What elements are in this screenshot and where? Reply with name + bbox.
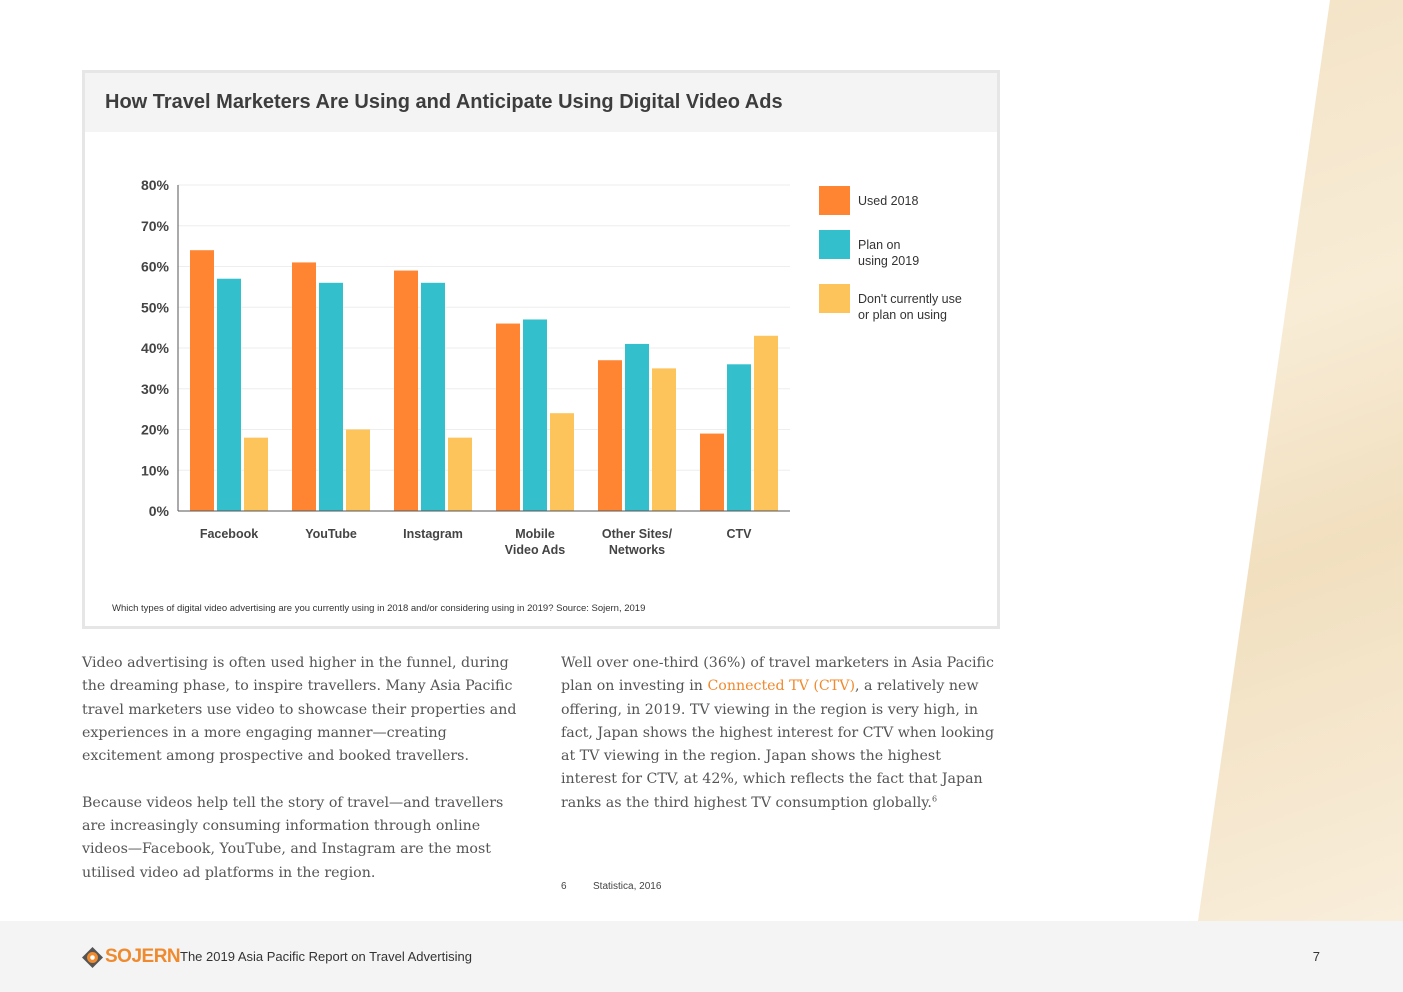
sojern-logo: SOJERN bbox=[82, 946, 181, 968]
bar bbox=[754, 335, 778, 511]
body-text: Well over one-third (36%) of travel mark… bbox=[561, 655, 994, 695]
legend-label: Don't currently use or plan on using bbox=[858, 292, 962, 322]
bar bbox=[523, 319, 547, 511]
y-tick-label: 0% bbox=[149, 503, 170, 519]
x-tick-label: Instagram bbox=[403, 527, 463, 541]
body-column-right: Well over one-third (36%) of travel mark… bbox=[561, 652, 1001, 815]
bar-chart: 0% 10% 20% 30% 40% 50% 60% 70% 80% Facebook YouTub… bbox=[141, 177, 790, 557]
bar bbox=[727, 364, 751, 511]
y-tick-label: 10% bbox=[141, 462, 170, 478]
bar bbox=[217, 278, 241, 511]
bar bbox=[421, 282, 445, 511]
legend-item: Don't currently use or plan on using bbox=[819, 284, 962, 323]
body-text: , a relatively new offering, in 2019. TV… bbox=[561, 678, 995, 811]
y-tick-label: 40% bbox=[141, 340, 170, 356]
y-tick-label: 70% bbox=[141, 218, 170, 234]
footnote-text: Statistica, 2016 bbox=[593, 881, 662, 892]
body-paragraph: Because videos help tell the story of tr… bbox=[82, 794, 504, 881]
footnote: 6 Statistica, 2016 bbox=[561, 881, 661, 892]
bar bbox=[346, 429, 370, 511]
legend-item: Used 2018 bbox=[819, 186, 962, 215]
chart-title: How Travel Marketers Are Using and Antic… bbox=[105, 91, 783, 113]
bar bbox=[598, 360, 622, 511]
page-number: 7 bbox=[1312, 949, 1320, 964]
chart-source-note: Which types of digital video advertising… bbox=[112, 603, 646, 614]
bar bbox=[700, 433, 724, 511]
ctv-link[interactable]: Connected TV (CTV) bbox=[707, 678, 855, 695]
parchment-background bbox=[1198, 0, 1403, 921]
bar bbox=[625, 343, 649, 511]
bar bbox=[394, 270, 418, 511]
bar bbox=[292, 262, 316, 511]
x-tick-label: YouTube bbox=[305, 527, 357, 541]
y-tick-label: 60% bbox=[141, 259, 170, 275]
bar bbox=[496, 323, 520, 511]
legend-swatch bbox=[819, 284, 850, 313]
chart-header: How Travel Marketers Are Using and Antic… bbox=[85, 73, 997, 132]
body-paragraph: Video advertising is often used higher i… bbox=[82, 655, 517, 765]
y-tick-label: 80% bbox=[141, 177, 170, 193]
footnote-number: 6 bbox=[561, 881, 567, 892]
bar bbox=[319, 282, 343, 511]
x-tick-label: Mobile Video Ads bbox=[505, 527, 565, 557]
compass-icon bbox=[82, 946, 103, 968]
bar bbox=[244, 437, 268, 511]
legend-label: Plan on using 2019 bbox=[858, 238, 920, 268]
logo-text: SOJERN bbox=[105, 946, 181, 967]
chart-legend: Used 2018 Plan on using 2019 Don't current… bbox=[819, 186, 962, 338]
report-title: The 2019 Asia Pacific Report on Travel A… bbox=[180, 949, 472, 964]
body-paragraph: Well over one-third (36%) of travel mark… bbox=[561, 652, 1001, 815]
footnote-reference[interactable]: 6 bbox=[931, 794, 938, 804]
y-tick-label: 20% bbox=[141, 422, 170, 438]
legend-item: Plan on using 2019 bbox=[819, 230, 962, 269]
bar bbox=[448, 437, 472, 511]
legend-swatch bbox=[819, 230, 850, 259]
chart-card: How Travel Marketers Are Using and Antic… bbox=[82, 70, 1000, 629]
bar bbox=[652, 368, 676, 511]
x-tick-label: Other Sites/Networks bbox=[602, 527, 673, 557]
bar bbox=[550, 413, 574, 511]
x-tick-label: Facebook bbox=[200, 527, 258, 541]
legend-label: Used 2018 bbox=[858, 194, 919, 208]
x-tick-label: CTV bbox=[727, 527, 753, 541]
legend-swatch bbox=[819, 186, 850, 215]
y-tick-label: 30% bbox=[141, 381, 170, 397]
body-column-left: Video advertising is often used higher i… bbox=[82, 652, 522, 885]
page-footer: SOJERN The 2019 Asia Pacific Report on T… bbox=[0, 921, 1403, 992]
y-tick-label: 50% bbox=[141, 299, 170, 315]
bar bbox=[190, 250, 214, 511]
